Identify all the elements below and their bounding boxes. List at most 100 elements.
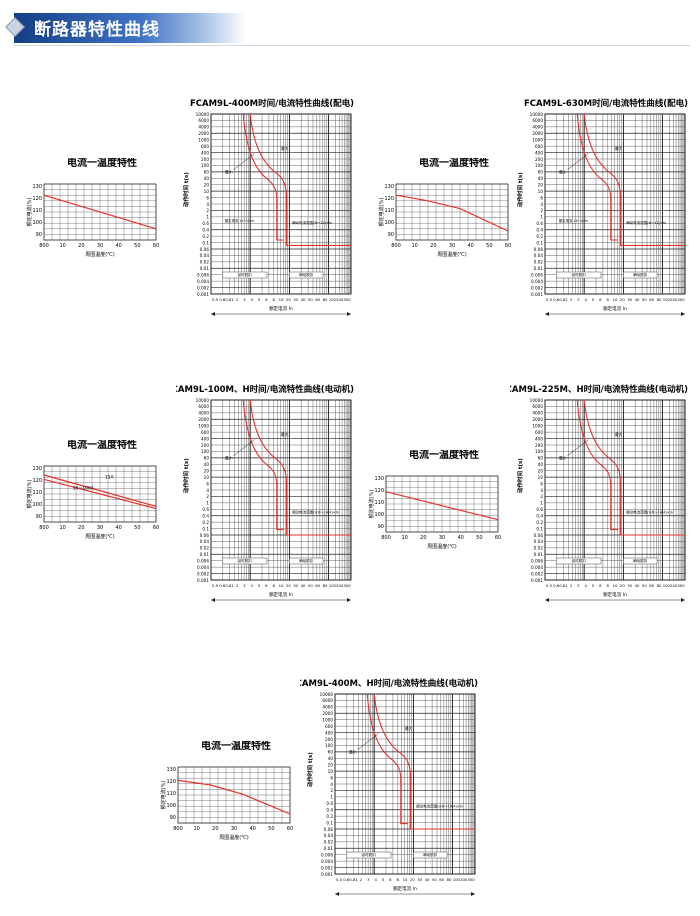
trip-y-tick: 0.2 xyxy=(326,814,333,819)
temp-chart-5: 电流一温度特性 130 120 110 100 90 800 10 20 30 40 50 60 周围温度… xyxy=(158,739,298,845)
temp-x-tick: 20 xyxy=(78,243,84,249)
trip-y-tick: 1000 xyxy=(532,138,543,143)
trip-chart-1: FCAM9L-400M时间/电流特性曲线(配电) 10000 6000 4000 200… xyxy=(176,96,356,324)
trip-x-tick: 0.5 xyxy=(212,297,219,302)
trip-y-tick: 60 xyxy=(538,456,544,461)
trip-chart-3: FCAM9L-100M、H时间/电流特性曲线(电动机) 10000 6000 4000… xyxy=(166,382,356,610)
trip-y-tick: 4000 xyxy=(322,705,333,710)
trip-curve-min xyxy=(366,693,408,825)
trip-y-tick: 600 xyxy=(201,430,209,435)
header-bar xyxy=(14,13,246,43)
delay-trip-box xyxy=(222,271,268,279)
temp-series-line xyxy=(43,194,157,230)
temp-x-tick: 10 xyxy=(411,243,417,249)
trip-annotation-delay: 延时脱扣 xyxy=(572,272,587,277)
temp-y-tick: 120 xyxy=(32,196,42,202)
trip-x-tick: 2 xyxy=(570,297,573,302)
trip-x-label: 额定电流 In xyxy=(603,591,627,598)
trip-x-tick: 100 xyxy=(329,583,337,588)
temp-chart-title: 电流一温度特性 xyxy=(201,741,271,752)
temp-y-tick: 90 xyxy=(36,514,42,520)
instant-trip-box xyxy=(413,851,448,859)
temp-x-label: 周围温度(℃) xyxy=(437,251,467,258)
trip-y-label: 动作时间 t(s) xyxy=(182,172,190,207)
trip-x-tick: 50 xyxy=(308,297,313,302)
temp-y-tick: 110 xyxy=(374,500,384,506)
trip-y-tick: 0.06 xyxy=(200,533,210,538)
temp-x-tick: 30 xyxy=(97,243,103,249)
trip-chart-svg: FCAM9L-630M时间/电流特性曲线(配电)1000060004000200… xyxy=(516,98,688,316)
trip-y-tick: 0.004 xyxy=(531,565,543,570)
temp-y-tick: 100 xyxy=(32,220,42,226)
trip-annotation-instant-range: 瞬动电流范围(9.6～14.4)×In xyxy=(626,509,673,514)
temp-y-label: 额定电流(%) xyxy=(160,781,167,810)
trip-y-tick: 100 xyxy=(325,743,333,748)
temp-chart-1: 电流一温度特性 130 120 110 100 90 800 10 20 30 40 50 60 周围温度… xyxy=(24,156,164,262)
temp-y-tick: 130 xyxy=(374,476,384,482)
trip-y-tick: 0.4 xyxy=(202,228,209,233)
temp-x-tick: 800 xyxy=(39,525,49,531)
trip-y-tick: 0.001 xyxy=(321,872,333,877)
trip-y-tick: 2000 xyxy=(198,417,209,422)
trip-chart-svg: FCAM9L-100M、H时间/电流特性曲线(电动机)1000060004000… xyxy=(166,384,354,602)
trip-x-tick: 0.5 xyxy=(546,583,553,588)
trip-y-tick: 0.002 xyxy=(197,571,209,576)
trip-y-tick: 0.6 xyxy=(202,507,209,512)
section-header: 断路器特性曲线 xyxy=(5,13,246,43)
trip-x-tick: 5 xyxy=(382,877,385,882)
temp-x-tick: 800 xyxy=(173,826,183,832)
trip-annotation-instant-range: 瞬动电流范围(8～12)×In xyxy=(626,220,666,225)
trip-y-tick: 0.006 xyxy=(531,559,543,564)
trip-y-tick: 20 xyxy=(538,183,544,188)
temp-series-label: 15A xyxy=(105,474,115,480)
trip-y-tick: 200 xyxy=(535,443,543,448)
trip-y-tick: 4 xyxy=(330,782,333,787)
trip-x-tick: 10 xyxy=(279,297,284,302)
temp-chart-svg: 电流一温度特性 130 120 110 100 90 800 10 20 30 40 50 60 周围温度… xyxy=(160,739,293,841)
temp-x-label: 周围温度(℃) xyxy=(85,251,115,258)
trip-y-tick: 0.1 xyxy=(536,240,543,245)
temp-x-tick: 20 xyxy=(420,535,426,541)
trip-chart-svg: FCAM9L-400M、H时间/电流特性曲线(电动机)1000060004000… xyxy=(290,678,478,896)
trip-y-tick: 1 xyxy=(330,795,333,800)
temp-y-tick: 120 xyxy=(384,196,394,202)
trip-y-tick: 0.4 xyxy=(536,228,543,233)
trip-y-tick: 400 xyxy=(201,150,209,155)
trip-curve-max xyxy=(249,113,351,246)
trip-chart-5: FCAM9L-400M、H时间/电流特性曲线(电动机) 10000 6000 4000… xyxy=(290,676,480,904)
temp-x-tick: 800 xyxy=(39,243,49,249)
trip-curve-min xyxy=(576,113,618,241)
temp-y-tick: 130 xyxy=(384,184,394,190)
trip-curve-max xyxy=(373,693,475,830)
trip-x-tick: 60 xyxy=(315,583,320,588)
trip-y-tick: 0.01 xyxy=(200,552,210,557)
trip-x-tick: 40 xyxy=(425,877,430,882)
trip-x-tick: 2 xyxy=(360,877,363,882)
trip-y-tick: 2000 xyxy=(198,131,209,136)
trip-x-tick: 50 xyxy=(642,297,647,302)
trip-x-tick: 5 xyxy=(592,583,595,588)
trip-y-tick: 0.002 xyxy=(197,285,209,290)
delay-trip-box xyxy=(556,557,602,565)
trip-y-tick: 0.04 xyxy=(200,539,210,544)
temp-x-tick: 10 xyxy=(193,826,199,832)
trip-x-tick: 300 xyxy=(343,583,351,588)
trip-y-tick: 40 xyxy=(204,176,210,181)
trip-annotation-min: 最小 xyxy=(559,169,567,174)
trip-y-tick: 6000 xyxy=(532,118,543,123)
trip-x-tick: 50 xyxy=(642,583,647,588)
trip-x-tick: 300 xyxy=(677,297,685,302)
temp-x-tick: 60 xyxy=(505,243,511,249)
trip-annotation-delay: 延时脱扣 xyxy=(238,558,252,563)
trip-y-tick: 600 xyxy=(201,144,209,149)
temp-series-line xyxy=(43,474,157,507)
trip-x-tick: 200 xyxy=(336,297,344,302)
trip-y-tick: 40 xyxy=(204,462,210,467)
trip-y-tick: 200 xyxy=(535,157,543,162)
trip-y-tick: 0.6 xyxy=(536,507,543,512)
trip-y-tick: 0.001 xyxy=(197,578,209,583)
trip-y-tick: 2000 xyxy=(322,711,333,716)
trip-y-tick: 0.02 xyxy=(200,546,210,551)
trip-chart-svg: FCAM9L-400M时间/电流特性曲线(配电)1000060004000200… xyxy=(182,98,354,316)
trip-y-tick: 1000 xyxy=(322,718,333,723)
